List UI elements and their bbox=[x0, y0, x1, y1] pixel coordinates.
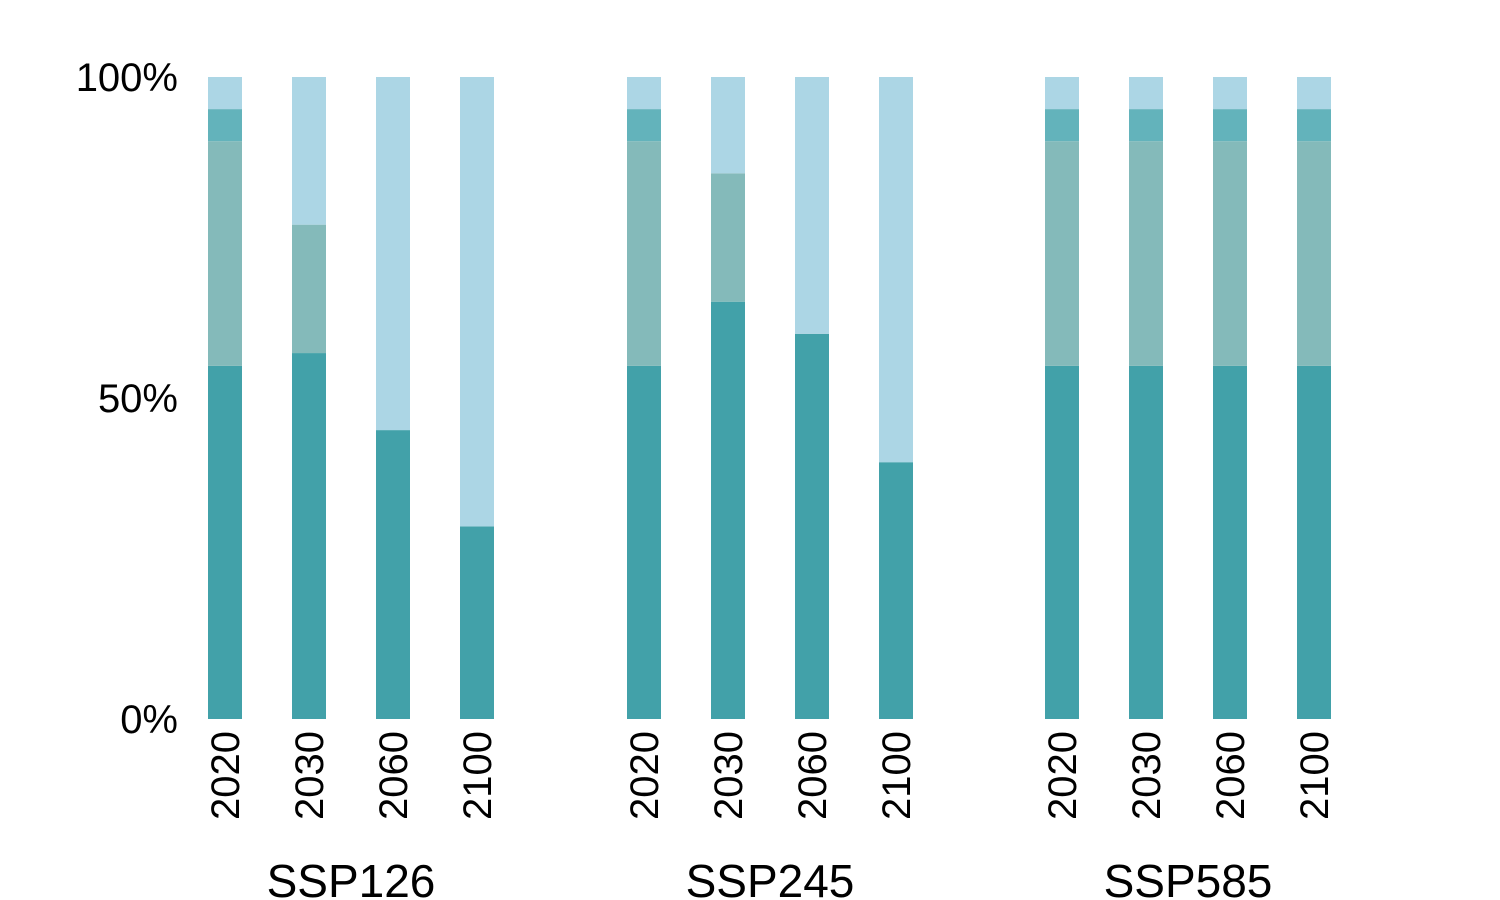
group-label: SSP126 bbox=[267, 855, 436, 900]
x-tick-label: 2030 bbox=[288, 731, 332, 820]
bar-segment bbox=[208, 365, 242, 719]
x-tick-label: 2060 bbox=[372, 731, 416, 820]
bar-segment bbox=[208, 141, 242, 366]
group-label: SSP245 bbox=[686, 855, 855, 900]
bar-segment bbox=[292, 224, 326, 354]
x-tick-label: 2030 bbox=[707, 731, 751, 820]
bar-segment bbox=[1297, 109, 1331, 142]
bar-segment bbox=[1129, 109, 1163, 142]
bar-segment bbox=[1129, 77, 1163, 110]
bar-SSP245-2030 bbox=[711, 77, 745, 719]
x-tick-label: 2100 bbox=[875, 731, 919, 820]
x-tick-label: 2060 bbox=[1209, 731, 1253, 820]
bar-SSP126-2100 bbox=[460, 77, 494, 719]
group-labels: SSP126 SSP245 SSP585 bbox=[267, 855, 1273, 900]
y-tick-label: 100% bbox=[76, 56, 178, 100]
bar-SSP585-2020 bbox=[1045, 77, 1079, 719]
bar-SSP585-2060 bbox=[1213, 77, 1247, 719]
bar-segment bbox=[376, 77, 410, 431]
bar-segment bbox=[627, 365, 661, 719]
bar-segment bbox=[1045, 77, 1079, 110]
bar-segment bbox=[376, 430, 410, 719]
y-tick-label: 0% bbox=[120, 698, 178, 742]
bar-segment bbox=[1297, 77, 1331, 110]
bar-segment bbox=[795, 77, 829, 334]
bar-segment bbox=[1045, 365, 1079, 719]
bar-segment bbox=[1213, 141, 1247, 366]
bar-segment bbox=[879, 462, 913, 719]
bar-segment bbox=[711, 173, 745, 302]
bar-segment bbox=[1045, 141, 1079, 366]
y-tick-label: 50% bbox=[98, 377, 178, 421]
bar-SSP585-2030 bbox=[1129, 77, 1163, 719]
bar-segment bbox=[627, 141, 661, 366]
bar-segment bbox=[1297, 365, 1331, 719]
bar-segment bbox=[292, 77, 326, 225]
group-label: SSP585 bbox=[1104, 855, 1273, 900]
bar-segment bbox=[1129, 141, 1163, 366]
bar-segment bbox=[460, 77, 494, 527]
x-tick-label: 2060 bbox=[791, 731, 835, 820]
x-tick-label: 2030 bbox=[1125, 731, 1169, 820]
bar-segment bbox=[1213, 109, 1247, 142]
bar-segment bbox=[1213, 77, 1247, 110]
x-tick-label: 2020 bbox=[623, 731, 667, 820]
bar-segment bbox=[711, 301, 745, 719]
bar-segment bbox=[208, 109, 242, 142]
bar-segment bbox=[292, 353, 326, 719]
bar-segment bbox=[1129, 365, 1163, 719]
bar-segment bbox=[1045, 109, 1079, 142]
bar-SSP585-2100 bbox=[1297, 77, 1331, 719]
bars-layer bbox=[208, 77, 1331, 719]
bar-segment bbox=[795, 333, 829, 719]
bar-SSP245-2060 bbox=[795, 77, 829, 719]
bar-segment bbox=[1297, 141, 1331, 366]
bar-segment bbox=[711, 77, 745, 174]
x-tick-labels: 2020 2030 2060 2100 2020 2030 2060 2100 2020 2030… bbox=[204, 731, 1337, 820]
x-tick-label: 2020 bbox=[204, 731, 248, 820]
bar-SSP245-2020 bbox=[627, 77, 661, 719]
bar-SSP126-2060 bbox=[376, 77, 410, 719]
bar-segment bbox=[460, 526, 494, 719]
bar-SSP245-2100 bbox=[879, 77, 913, 719]
y-axis: 0% 50% 100% bbox=[76, 56, 178, 742]
bar-segment bbox=[879, 77, 913, 463]
x-tick-label: 2020 bbox=[1041, 731, 1085, 820]
bar-SSP126-2030 bbox=[292, 77, 326, 719]
bar-segment bbox=[627, 77, 661, 110]
x-tick-label: 2100 bbox=[456, 731, 500, 820]
bar-segment bbox=[1213, 365, 1247, 719]
x-tick-label: 2100 bbox=[1293, 731, 1337, 820]
bar-SSP126-2020 bbox=[208, 77, 242, 719]
bar-segment bbox=[208, 77, 242, 110]
bar-segment bbox=[627, 109, 661, 142]
